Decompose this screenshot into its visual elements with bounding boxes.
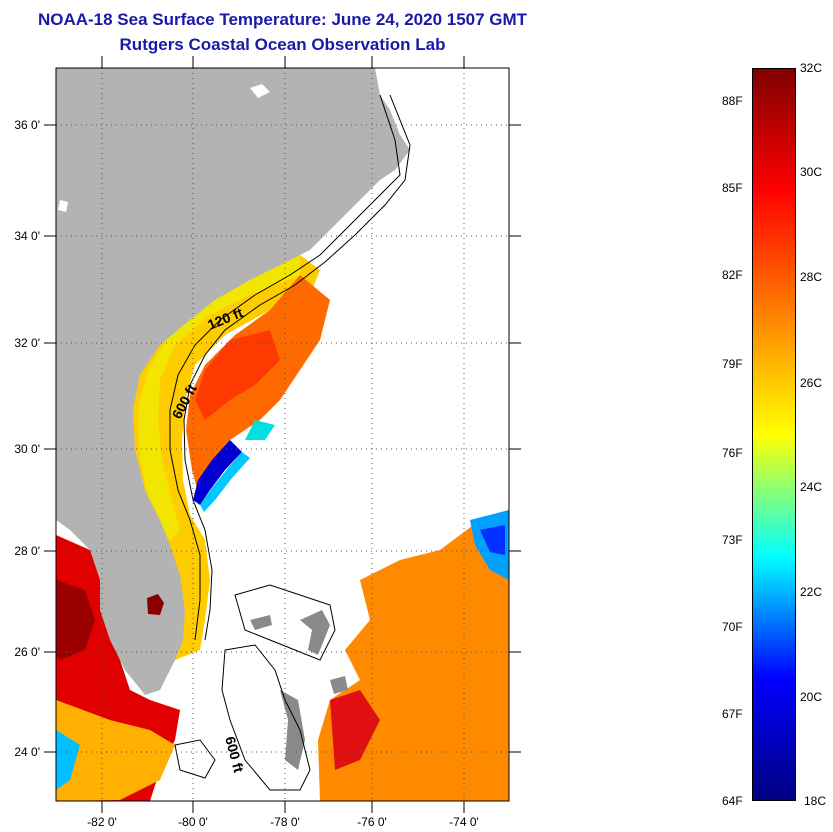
colorbar-celsius-label: 20C xyxy=(800,690,823,704)
lat-label: 26 0' xyxy=(14,645,40,659)
colorbar-fahrenheit-label: 73F xyxy=(722,533,743,547)
southeast-warm-water-2 xyxy=(330,690,380,770)
lat-label: 28 0' xyxy=(14,544,40,558)
cold-filament-2 xyxy=(245,420,275,440)
colorbar-fahrenheit-label: 82F xyxy=(722,268,743,282)
lon-label: -78 0' xyxy=(270,815,300,829)
colorbar-fahrenheit-label: 64F xyxy=(722,794,743,808)
colorbar-celsius-label: 24C xyxy=(800,480,823,494)
contour-120ft xyxy=(169,94,401,641)
shelf-water xyxy=(128,255,320,660)
florida-keys-cold xyxy=(56,730,80,790)
lat-label: 34 0' xyxy=(14,229,40,243)
colorbar-fahrenheit-label: 85F xyxy=(722,181,743,195)
colorbar-celsius-label: 26C xyxy=(800,376,823,390)
cold-filament-edge xyxy=(200,452,250,512)
map-ticks xyxy=(44,56,521,813)
colorbar-celsius-label: 18C xyxy=(804,794,827,808)
lat-label: 24 0' xyxy=(14,745,40,759)
lon-label: -80 0' xyxy=(178,815,208,829)
gulf-dark-red xyxy=(56,580,95,660)
cold-filament xyxy=(193,440,242,505)
bahamas-island xyxy=(280,690,305,770)
lon-label: -76 0' xyxy=(357,815,387,829)
lat-label: 32 0' xyxy=(14,336,40,350)
land-us xyxy=(56,68,410,695)
florida-keys-water xyxy=(56,700,175,801)
lon-label: -74 0' xyxy=(449,815,479,829)
bahamas-contour xyxy=(221,644,311,791)
contour-600ft xyxy=(183,94,411,641)
map-subtitle: Rutgers Coastal Ocean Observation Lab xyxy=(119,35,446,54)
bahamas-island xyxy=(300,610,330,655)
bahamas-contour xyxy=(234,584,336,661)
colorbar-fahrenheit-label: 76F xyxy=(722,446,743,460)
map-frame xyxy=(55,67,510,802)
bahamas-island xyxy=(330,676,348,694)
inland-lake xyxy=(58,200,68,212)
colorbar-celsius-label: 32C xyxy=(800,61,823,75)
colorbar-fahrenheit-label: 67F xyxy=(722,707,743,721)
colorbar-celsius-label: 30C xyxy=(800,165,823,179)
lon-label: -82 0' xyxy=(87,815,117,829)
colorbar-fahrenheit-label: 70F xyxy=(722,620,743,634)
inland-lake xyxy=(250,84,270,98)
map-title: NOAA-18 Sea Surface Temperature: June 24… xyxy=(37,10,528,29)
colorbar-fahrenheit-label: 79F xyxy=(722,357,743,371)
gulf-stream xyxy=(186,275,330,500)
southeast-cold-core xyxy=(480,525,505,555)
lat-label: 36 0' xyxy=(14,118,40,132)
colorbar-fahrenheit-label: 88F xyxy=(722,94,743,108)
colorbar-celsius-label: 28C xyxy=(800,270,823,284)
map-grid xyxy=(56,68,509,801)
lat-label: 30 0' xyxy=(14,442,40,456)
lake-okeechobee xyxy=(147,594,164,615)
colorbar-celsius-label: 22C xyxy=(800,585,823,599)
bahamas-island xyxy=(250,615,272,630)
bahamas-contour xyxy=(174,739,216,779)
temperature-colorbar xyxy=(752,68,796,801)
gulf-stream-core xyxy=(195,330,280,420)
